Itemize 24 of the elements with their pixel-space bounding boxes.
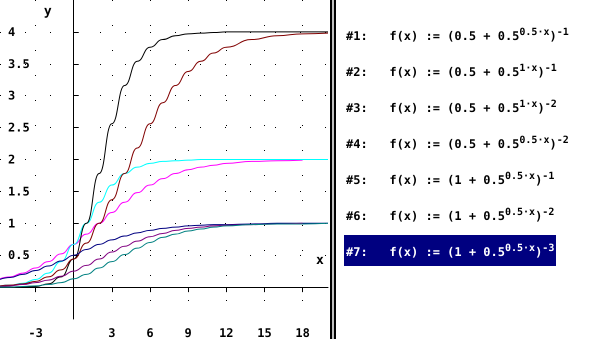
x-tick-label: 3 bbox=[108, 326, 116, 339]
y-tick-label: 2 bbox=[8, 152, 16, 166]
x-tick-label: 12 bbox=[219, 326, 234, 339]
text: #4: f(x) := (0.5 + 0.5$^{0.5·x}$)$^{-2}$ bbox=[345, 134, 570, 153]
y-tick-label: 3.5 bbox=[8, 56, 30, 71]
y-tick-label: 3 bbox=[8, 88, 16, 103]
x-tick-label: 9 bbox=[184, 326, 192, 339]
y-tick-label: 1 bbox=[8, 216, 16, 230]
text: #7: f(x) := (1 + 0.5$^{0.5·x}$)$^{-3}$ bbox=[344, 235, 556, 266]
x-tick-label: 18 bbox=[295, 326, 310, 339]
text: #3: f(x) := (0.5 + 0.5$^{1·x}$)$^{-2}$ bbox=[345, 98, 558, 117]
x-axis-title: x bbox=[316, 253, 324, 268]
y-tick-label: 0.5 bbox=[8, 248, 30, 262]
x-tick-label: -3 bbox=[28, 326, 43, 339]
text: #1: f(x) := (0.5 + 0.5$^{0.5·x}$)$^{-1}$ bbox=[345, 26, 570, 45]
x-tick-label: 6 bbox=[146, 326, 154, 339]
text: #6: f(x) := (1 + 0.5$^{0.5·x}$)$^{-2}$ bbox=[345, 206, 556, 225]
y-tick-label: 1.5 bbox=[8, 184, 30, 198]
x-tick-label: 15 bbox=[257, 326, 272, 339]
y-axis-title: y bbox=[44, 4, 52, 19]
y-tick-label: 4 bbox=[8, 24, 16, 39]
y-tick-label: 2.5 bbox=[8, 120, 30, 135]
text: #2: f(x) := (0.5 + 0.5$^{1·x}$)$^{-1}$ bbox=[345, 62, 558, 81]
text: #5: f(x) := (1 + 0.5$^{0.5·x}$)$^{-1}$ bbox=[345, 170, 556, 189]
